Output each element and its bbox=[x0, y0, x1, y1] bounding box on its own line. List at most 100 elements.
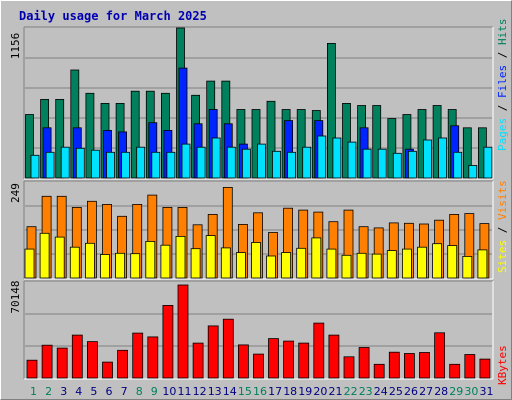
bar-kbytes-day-7 bbox=[117, 349, 128, 379]
bar-kbytes-day-13 bbox=[207, 325, 219, 379]
bar-pages-day-20 bbox=[317, 135, 327, 179]
day-label-11: 11 bbox=[178, 385, 192, 398]
day-label-9: 9 bbox=[151, 385, 158, 398]
bar-hits-day-30 bbox=[462, 127, 472, 179]
bar-kbytes-day-25 bbox=[388, 351, 400, 379]
day-label-28: 28 bbox=[434, 385, 448, 398]
bar-sites-day-24 bbox=[371, 253, 382, 279]
bar-pages-day-4 bbox=[75, 147, 85, 179]
bar-pages-day-31 bbox=[483, 146, 493, 179]
bar-pages-day-30 bbox=[468, 165, 478, 179]
bar-hits-day-17 bbox=[266, 100, 276, 179]
legend-kbytes-label: KBytes bbox=[496, 345, 509, 385]
panel-kbytes bbox=[23, 280, 494, 380]
bar-kbytes-day-17 bbox=[268, 338, 279, 379]
bar-kbytes-day-9 bbox=[147, 336, 159, 379]
panel-hits_files_pages bbox=[23, 26, 494, 180]
bar-pages-day-14 bbox=[226, 146, 236, 179]
bar-pages-day-28 bbox=[438, 137, 448, 179]
bar-kbytes-day-4 bbox=[71, 334, 83, 379]
bar-kbytes-day-10 bbox=[162, 304, 174, 379]
day-label-13: 13 bbox=[208, 385, 222, 398]
bar-sites-day-11 bbox=[175, 235, 186, 279]
day-label-17: 17 bbox=[268, 385, 282, 398]
bar-sites-day-10 bbox=[160, 244, 171, 279]
day-label-31: 31 bbox=[480, 385, 494, 398]
bar-kbytes-day-3 bbox=[56, 347, 68, 379]
day-label-29: 29 bbox=[449, 385, 463, 398]
bar-sites-day-31 bbox=[477, 249, 488, 279]
bar-sites-day-2 bbox=[39, 232, 50, 279]
day-label-3: 3 bbox=[60, 385, 67, 398]
bar-kbytes-day-29 bbox=[449, 363, 461, 379]
bar-kbytes-day-15 bbox=[237, 344, 249, 379]
day-label-2: 2 bbox=[45, 385, 52, 398]
bar-sites-day-23 bbox=[356, 252, 367, 279]
bar-hits-day-1 bbox=[25, 114, 34, 179]
bar-pages-day-9 bbox=[151, 151, 161, 179]
day-label-24: 24 bbox=[374, 385, 388, 398]
day-label-5: 5 bbox=[90, 385, 97, 398]
day-label-4: 4 bbox=[75, 385, 82, 398]
bar-sites-day-16 bbox=[251, 242, 261, 279]
bar-kbytes-day-12 bbox=[192, 342, 204, 379]
bar-hits-day-8 bbox=[130, 90, 140, 179]
bar-pages-day-18 bbox=[287, 151, 297, 179]
bar-pages-day-11 bbox=[181, 143, 191, 179]
day-label-1: 1 bbox=[30, 385, 37, 398]
bar-pages-day-13 bbox=[211, 137, 221, 179]
bar-kbytes-day-31 bbox=[479, 358, 491, 379]
legend-files: Files bbox=[496, 65, 509, 98]
bar-kbytes-day-30 bbox=[464, 354, 476, 379]
legend-sites: Sites bbox=[496, 240, 509, 273]
ymax-visits-panel: 249 bbox=[9, 183, 22, 203]
bar-sites-day-28 bbox=[432, 243, 443, 279]
bar-kbytes-day-8 bbox=[132, 332, 144, 379]
day-label-10: 10 bbox=[162, 385, 176, 398]
chart-title: Daily usage for March 2025 bbox=[19, 9, 207, 23]
bar-kbytes-day-1 bbox=[26, 359, 38, 379]
bar-sites-day-29 bbox=[447, 245, 458, 279]
day-label-23: 23 bbox=[359, 385, 373, 398]
legend-visits: Visits bbox=[496, 180, 509, 220]
bar-sites-day-15 bbox=[235, 252, 246, 279]
legend-pages: Pages bbox=[496, 118, 509, 151]
bar-sites-day-30 bbox=[462, 255, 473, 279]
bar-sites-day-17 bbox=[266, 255, 276, 279]
bar-pages-day-6 bbox=[106, 151, 115, 179]
bar-hits-day-24 bbox=[372, 105, 382, 179]
bar-pages-day-25 bbox=[392, 152, 402, 179]
bar-hits-day-19 bbox=[296, 109, 306, 179]
bar-sites-day-19 bbox=[296, 247, 307, 279]
bar-sites-day-9 bbox=[145, 240, 156, 279]
legend-visits-sites: Sites / Visits bbox=[496, 180, 509, 273]
bar-sites-day-27 bbox=[417, 246, 427, 279]
day-label-6: 6 bbox=[106, 385, 113, 398]
bar-hits-day-5 bbox=[85, 92, 95, 179]
bar-kbytes-day-14 bbox=[222, 318, 234, 379]
legend-kbytes: KBytes bbox=[496, 345, 509, 385]
bar-hits-day-25 bbox=[387, 118, 397, 179]
ymax-kbytes-panel: 70148 bbox=[9, 280, 22, 313]
bar-sites-day-3 bbox=[54, 236, 65, 279]
bar-pages-day-1 bbox=[30, 154, 40, 179]
bar-sites-day-6 bbox=[100, 254, 110, 279]
bar-kbytes-day-23 bbox=[358, 347, 370, 379]
day-label-26: 26 bbox=[404, 385, 418, 398]
bar-kbytes-day-16 bbox=[253, 353, 264, 379]
bar-kbytes-day-18 bbox=[283, 340, 295, 379]
bar-pages-day-7 bbox=[121, 151, 130, 179]
legend-hits-files-pages: Pages / Files / Hits bbox=[496, 19, 509, 152]
bar-sites-day-13 bbox=[205, 235, 216, 279]
day-label-7: 7 bbox=[121, 385, 128, 398]
bar-pages-day-24 bbox=[377, 148, 387, 179]
bar-pages-day-15 bbox=[241, 148, 251, 179]
bar-pages-day-17 bbox=[272, 150, 281, 179]
bar-pages-day-5 bbox=[91, 149, 100, 179]
bar-kbytes-day-24 bbox=[373, 363, 385, 379]
bar-sites-day-7 bbox=[115, 252, 125, 279]
bar-pages-day-27 bbox=[423, 139, 432, 179]
bar-pages-day-3 bbox=[60, 146, 70, 179]
